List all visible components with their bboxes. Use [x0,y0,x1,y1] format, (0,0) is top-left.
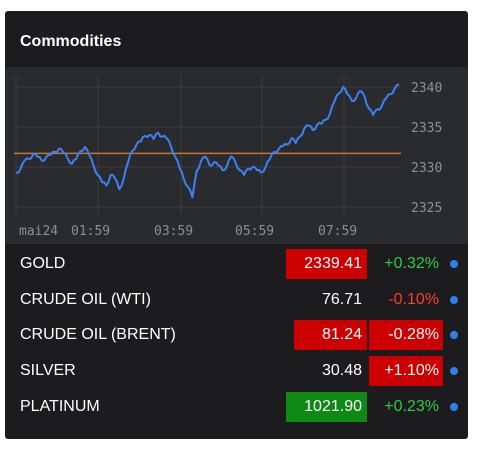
commodity-name: SILVER [20,362,76,379]
commodity-price: 30.48 [321,362,362,379]
y-tick-label: 2325 [411,201,442,216]
commodity-row[interactable]: GOLD 2339.41 +0.32% [5,247,468,281]
status-dot-icon [450,403,458,411]
commodity-row[interactable]: CRUDE OIL (WTI) 76.71 -0.10% [5,283,468,317]
x-tick-label: 05:59 [235,224,274,239]
status-dot-icon [450,296,458,304]
x-tick-label: 01:59 [71,224,110,239]
status-dot-icon [450,260,458,268]
price-series-line [15,83,400,199]
commodity-price: 1021.90 [286,392,367,422]
status-dot-icon [450,367,458,375]
status-dot-icon [450,331,458,339]
commodity-name: CRUDE OIL (WTI) [20,291,151,308]
commodity-row[interactable]: PLATINUM 1021.90 +0.23% [5,390,468,424]
y-tick-label: 2335 [411,121,442,136]
widget-header: Commodities [5,11,468,67]
commodity-name: PLATINUM [20,398,100,415]
commodity-price: 76.71 [321,291,362,308]
chart-canvas: 2340 2335 2330 2325 mai24 01:59 03:59 05:59 07:5… [14,75,442,239]
commodity-change: +0.32% [384,255,439,272]
commodity-change: +1.10% [369,356,443,386]
commodity-price: 81.24 [294,320,367,350]
x-tick-label: 03:59 [154,224,193,239]
x-tick-label: 07:59 [318,224,357,239]
commodity-change: +0.23% [384,398,439,415]
widget-title: Commodities [20,33,122,50]
commodity-row[interactable]: CRUDE OIL (BRENT) 81.24 -0.28% [5,318,468,352]
x-tick-label: mai24 [19,224,58,239]
commodity-change: -0.10% [388,291,439,308]
commodity-name: CRUDE OIL (BRENT) [20,326,176,343]
commodity-price: 2339.41 [286,249,367,279]
y-tick-label: 2330 [411,161,442,176]
commodity-name: GOLD [20,255,66,272]
price-chart[interactable]: 2340 2335 2330 2325 mai24 01:59 03:59 05:59 07:5… [5,67,468,244]
y-tick-label: 2340 [411,81,442,96]
commodity-row[interactable]: SILVER 30.48 +1.10% [5,354,468,388]
commodity-change: -0.28% [369,320,443,350]
commodities-widget: Commodities 2340 2335 2330 2325 mai24 01:59 03… [5,11,468,439]
